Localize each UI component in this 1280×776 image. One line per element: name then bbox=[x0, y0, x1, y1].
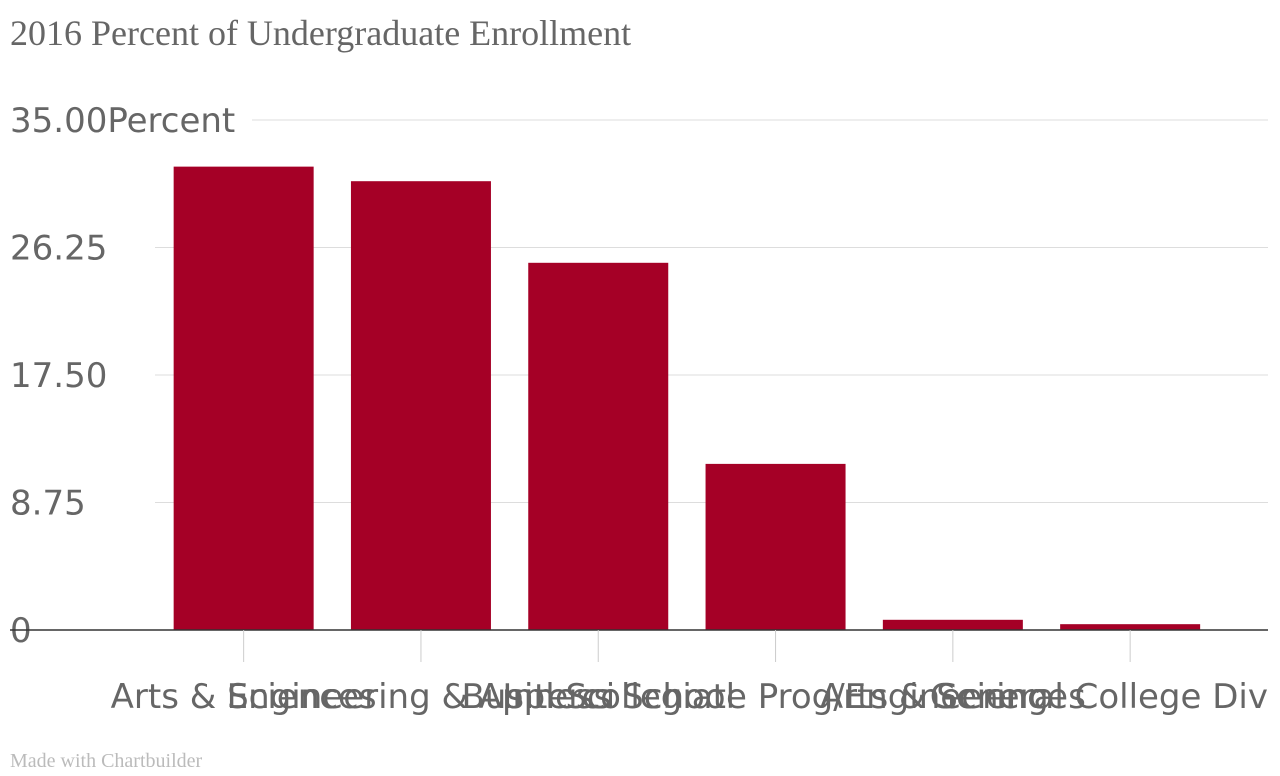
y-tick-label: 17.50 bbox=[10, 356, 107, 396]
bars bbox=[173, 166, 1201, 630]
y-tick-label: 0 bbox=[10, 611, 32, 651]
bar bbox=[705, 463, 846, 630]
x-tick-label: Business School bbox=[461, 677, 735, 717]
gridlines bbox=[155, 119, 1268, 503]
x-tick-label: Engineering & Appl Sci bbox=[227, 677, 616, 717]
y-tick-label: 26.25 bbox=[10, 229, 107, 269]
x-tick-label: General College Div bbox=[930, 677, 1268, 717]
x-tick-label: Intercollegiate Prog/Engineering bbox=[502, 677, 1048, 717]
chart-title: 2016 Percent of Undergraduate Enrollment bbox=[10, 13, 632, 53]
bar bbox=[882, 619, 1023, 630]
y-tick-label: 8.75 bbox=[10, 484, 86, 524]
bar bbox=[350, 181, 491, 630]
y-axis: 0 8.75 17.50 26.25 35.00Percent bbox=[10, 101, 235, 651]
bar bbox=[1060, 624, 1201, 630]
bar bbox=[528, 262, 669, 630]
x-tick-label: Arts & Sciences bbox=[111, 677, 377, 717]
y-tick-label: 35.00Percent bbox=[10, 101, 235, 141]
bar bbox=[173, 166, 314, 630]
chartbuilder-credit: Made with Chartbuilder bbox=[10, 750, 203, 772]
x-tick-label: Arts & Sciences bbox=[820, 677, 1086, 717]
